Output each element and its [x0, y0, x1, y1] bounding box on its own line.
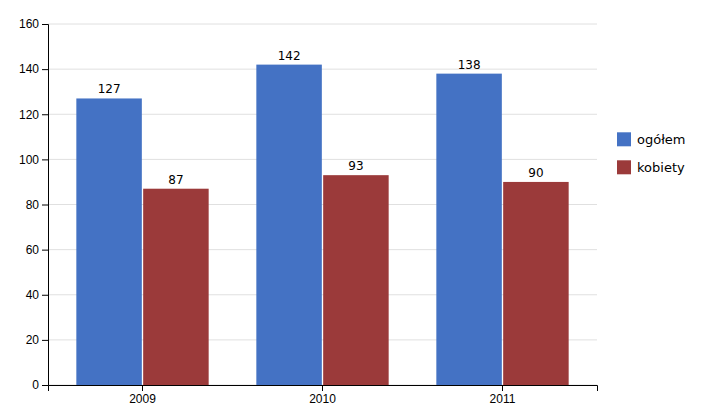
tick-mark	[42, 159, 48, 160]
legend-label: kobiety	[637, 160, 685, 175]
tick-mark	[42, 385, 48, 386]
tick-label: 80	[26, 198, 40, 212]
axis-line	[42, 25, 49, 386]
legend-item: kobiety	[617, 160, 685, 175]
bars	[76, 65, 568, 385]
data-labels: 127 142 138 87 93 90	[98, 49, 544, 187]
tick-label: 140	[19, 62, 39, 76]
tick-label: 160	[19, 17, 39, 31]
tick-mark	[42, 114, 48, 115]
bar	[436, 74, 501, 385]
tick: 20	[26, 333, 48, 347]
bar	[76, 98, 141, 385]
tick-label: 0	[32, 378, 39, 392]
tick-label: 20	[26, 333, 40, 347]
tick-label: 2011	[490, 392, 516, 406]
y-axis: 0 20 40 60 80 100 120 140 160	[19, 17, 49, 392]
tick: 160	[19, 17, 48, 31]
tick-label: 2010	[309, 392, 336, 406]
chart: 127 142 138 87 93 90 0 20 40 60 80 100 120 140 160 2009…	[0, 0, 727, 419]
tick-mark	[322, 385, 323, 391]
tick-mark	[42, 250, 48, 251]
tick: 80	[26, 198, 48, 212]
series	[143, 175, 568, 385]
tick-mark	[42, 340, 48, 341]
tick-mark	[502, 385, 503, 391]
bar	[143, 189, 208, 385]
tick: 40	[26, 288, 48, 302]
bar	[503, 182, 568, 385]
legend-label: ogółem	[637, 132, 686, 147]
tick: 2011	[490, 385, 516, 406]
tick: 0	[32, 378, 48, 392]
legend-item: ogółem	[617, 132, 686, 147]
legend-swatch	[617, 132, 631, 146]
grid	[48, 24, 597, 385]
tick-mark	[42, 24, 48, 25]
tick: 100	[19, 153, 48, 167]
axis-line	[49, 386, 598, 392]
tick-label: 100	[19, 153, 39, 167]
data-label: 93	[348, 159, 363, 173]
legend: ogółem kobiety	[617, 132, 686, 175]
tick-mark	[42, 205, 48, 206]
data-label: 87	[168, 173, 183, 187]
tick-label: 120	[19, 108, 39, 122]
tick-mark	[42, 295, 48, 296]
grid-line	[48, 24, 597, 25]
x-axis: 2009 2010 2011	[49, 385, 598, 406]
data-label: 142	[278, 49, 301, 63]
legend-swatch	[617, 160, 631, 174]
plot: 127 142 138 87 93 90 0 20 40 60 80 100 120 140 160 2009…	[19, 17, 598, 405]
data-label: 138	[458, 58, 481, 72]
data-label: 90	[528, 166, 543, 180]
tick-mark	[42, 69, 48, 70]
bar	[256, 65, 321, 385]
tick: 60	[26, 243, 48, 257]
tick-label: 60	[26, 243, 40, 257]
bar	[323, 175, 388, 385]
tick-label: 2009	[129, 392, 156, 406]
grid-line	[48, 69, 597, 70]
tick: 2010	[309, 385, 336, 406]
tick: 120	[19, 108, 48, 122]
data-label: 127	[98, 82, 121, 96]
series	[76, 65, 501, 385]
tick: 140	[19, 62, 48, 76]
tick: 2009	[129, 385, 156, 406]
tick-mark	[142, 385, 143, 391]
tick-label: 40	[26, 288, 40, 302]
